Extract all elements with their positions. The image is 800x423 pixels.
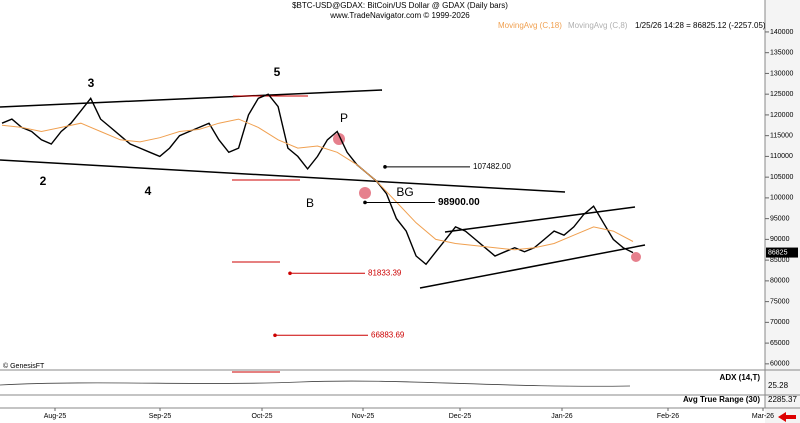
y-tick-label: 100000 — [770, 195, 793, 202]
quote: 1/25/26 14:28 = 86825.12 (-2257.05) — [635, 21, 766, 30]
wave-label: 4 — [145, 184, 152, 198]
wave-label: 5 — [274, 65, 281, 79]
wave-label: B — [306, 196, 314, 210]
last-price-label: 86825 — [768, 249, 788, 256]
trend-line — [419, 244, 646, 289]
y-tick-label: 140000 — [770, 29, 793, 36]
chart-title: $BTC-USD@GDAX: BitCoin/US Dollar @ GDAX … — [292, 1, 508, 10]
y-tick-label: 65000 — [770, 340, 790, 347]
price-axis-bg — [765, 0, 800, 423]
y-tick-label: 70000 — [770, 319, 790, 326]
chart-subtitle: www.TradeNavigator.com © 1999-2026 — [329, 11, 470, 20]
level-label: 98900.00 — [438, 197, 480, 208]
trend-line — [0, 89, 383, 108]
y-tick-label: 90000 — [770, 236, 790, 243]
scroll-arrow[interactable] — [778, 412, 786, 422]
y-tick-label: 135000 — [770, 50, 793, 57]
wave-label: 3 — [88, 76, 95, 90]
wave-label: BG — [396, 185, 413, 199]
trend-line — [0, 159, 566, 193]
level-dot — [363, 200, 367, 205]
y-tick-label: 120000 — [770, 112, 793, 119]
x-tick-label: Feb-26 — [657, 413, 679, 420]
level-dot — [288, 271, 292, 276]
indicator-line — [0, 380, 631, 387]
y-tick-label: 110000 — [770, 153, 793, 160]
level-dot — [273, 333, 277, 338]
indicator-name: ADX (14,T) — [720, 373, 761, 382]
scroll-arrow[interactable] — [786, 415, 796, 419]
x-tick-label: Dec-25 — [449, 413, 472, 420]
trend-line — [444, 206, 636, 233]
credit: © GenesisFT — [3, 362, 45, 370]
x-tick-label: Oct-25 — [251, 413, 272, 420]
last-price-box — [766, 247, 798, 258]
x-tick-label: Mar-26 — [752, 413, 774, 420]
price-line — [1, 93, 634, 266]
y-tick-label: 85000 — [770, 257, 790, 264]
price-line — [1, 118, 634, 251]
y-tick-label: 80000 — [770, 278, 790, 285]
wave-label: P — [340, 111, 348, 125]
legend-entry: MovingAvg (C,18) — [498, 21, 562, 30]
x-tick-label: Nov-25 — [352, 413, 375, 420]
marker — [359, 187, 371, 199]
y-tick-label: 115000 — [770, 133, 793, 140]
indicator-name: Avg True Range (30) — [683, 395, 760, 404]
level-label: 107482.00 — [473, 162, 511, 171]
level-label: 66883.69 — [371, 330, 405, 339]
x-tick-label: Aug-25 — [44, 413, 67, 420]
marker — [631, 252, 641, 262]
level-label: 81833.39 — [368, 268, 402, 277]
y-tick-label: 125000 — [770, 91, 793, 98]
x-tick-label: Jan-26 — [551, 413, 573, 420]
y-tick-label: 60000 — [770, 361, 790, 368]
y-tick-label: 95000 — [770, 215, 790, 222]
y-tick-label: 75000 — [770, 298, 790, 305]
level-dot — [383, 165, 387, 169]
legend-entry: MovingAvg (C,8) — [568, 21, 628, 30]
y-tick-label: 105000 — [770, 174, 793, 181]
y-tick-label: 130000 — [770, 70, 793, 77]
indicator-value: 2285.37 — [768, 395, 797, 404]
wave-label: 2 — [40, 174, 47, 188]
x-tick-label: Sep-25 — [149, 413, 172, 420]
indicator-value: 25.28 — [768, 381, 789, 390]
